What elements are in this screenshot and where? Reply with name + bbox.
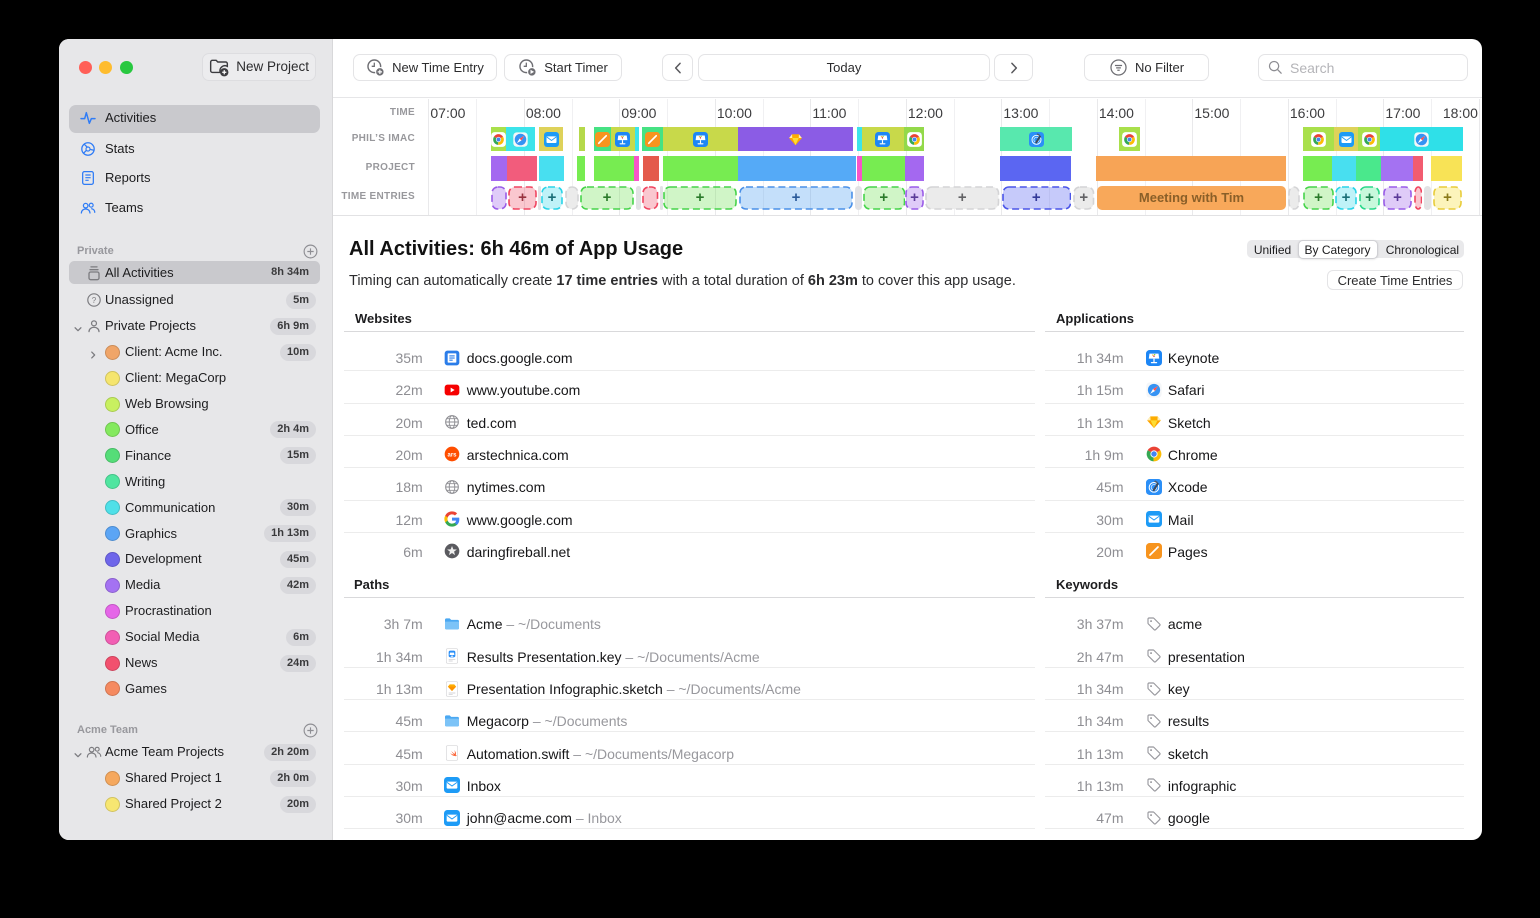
svg-text:?: ? [92,296,97,305]
svg-text:ars: ars [447,453,457,459]
